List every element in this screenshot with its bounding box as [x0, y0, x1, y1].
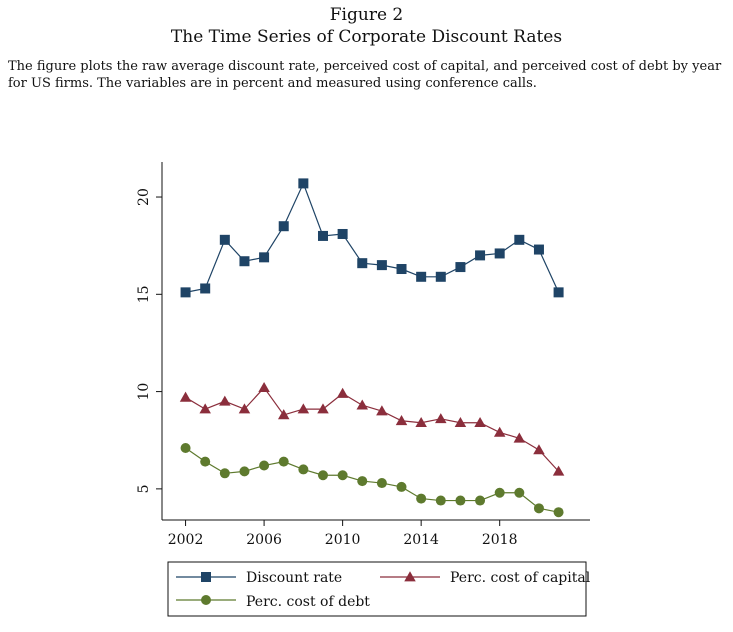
legend-entry: Perc. cost of debt [176, 594, 370, 610]
data-point [357, 476, 368, 487]
data-point [200, 456, 211, 467]
data-point [474, 416, 486, 428]
data-point [356, 399, 369, 410]
data-point [376, 405, 388, 416]
data-point [415, 416, 427, 428]
data-point [454, 416, 467, 428]
data-point [258, 381, 270, 393]
data-point [533, 444, 545, 455]
data-point [179, 391, 192, 402]
data-point [513, 432, 526, 443]
data-point [455, 495, 466, 506]
y-tick-label: 5 [136, 484, 152, 493]
x-tick-label: 2014 [403, 532, 439, 548]
data-point [376, 478, 387, 489]
legend-marker [201, 595, 211, 605]
data-point [553, 507, 564, 518]
series-circle [180, 443, 564, 518]
data-point [533, 244, 544, 255]
data-point [475, 250, 486, 261]
legend-label: Discount rate [246, 570, 342, 586]
data-point [238, 403, 251, 414]
data-point [395, 415, 408, 426]
data-point [298, 464, 309, 475]
data-point [493, 426, 506, 437]
data-point [239, 256, 250, 267]
y-tick-label: 20 [136, 188, 152, 206]
data-point [337, 228, 348, 239]
data-point [239, 466, 250, 477]
legend: Discount rate Perc. cost of capital Perc. … [167, 561, 591, 617]
data-point [514, 487, 525, 498]
figure-label: Figure 2 [329, 5, 404, 25]
x-tick-label: 2002 [168, 532, 204, 548]
series-triangle [179, 381, 565, 476]
series-line [185, 447, 559, 513]
data-point [259, 252, 270, 263]
legend-box [167, 561, 587, 617]
data-point [396, 264, 407, 275]
data-point [297, 403, 310, 414]
series-line [185, 386, 560, 472]
figure-title: The Time Series of Corporate Discount Ra… [170, 27, 563, 47]
data-point [475, 495, 486, 506]
data-point [435, 495, 446, 506]
data-point [435, 413, 447, 424]
data-point [317, 470, 328, 481]
data-point [494, 248, 505, 259]
plot-area: 5 10 15 20 2002 2006 2010 2014 2018 [136, 162, 590, 548]
legend-label: Perc. cost of capital [450, 570, 591, 586]
data-point [317, 230, 328, 241]
data-point [219, 234, 230, 245]
figure-caption: The figure plots the raw average discoun… [8, 59, 722, 91]
x-tick-label: 2018 [482, 532, 518, 548]
data-point [278, 221, 289, 232]
data-point [317, 403, 329, 414]
legend-entry: Perc. cost of capital [380, 570, 591, 586]
data-point [219, 395, 231, 406]
legend-marker [404, 571, 416, 582]
data-point [298, 178, 309, 189]
data-point [553, 287, 564, 298]
data-point [200, 283, 211, 294]
data-point [277, 409, 290, 420]
series-square [180, 178, 564, 298]
x-tick-label: 2006 [246, 532, 282, 548]
data-point [552, 465, 565, 476]
y-tick-label: 10 [136, 383, 152, 401]
data-point [180, 287, 191, 298]
data-point [336, 387, 349, 398]
data-point [435, 271, 446, 282]
data-point [416, 493, 427, 504]
data-point [357, 258, 368, 269]
data-point [494, 487, 505, 498]
data-point [514, 234, 525, 245]
series-line [185, 181, 560, 293]
data-point [533, 503, 544, 514]
data-point [337, 470, 348, 481]
data-point [376, 260, 387, 271]
y-tick-label: 15 [136, 285, 152, 303]
legend-entry: Discount rate [176, 570, 342, 586]
data-point [219, 468, 230, 479]
data-point [278, 456, 289, 467]
data-point [396, 481, 407, 492]
legend-label: Perc. cost of debt [246, 594, 370, 610]
data-point [199, 403, 211, 414]
data-point [455, 262, 466, 273]
legend-marker [201, 572, 211, 582]
x-tick-label: 2010 [325, 532, 361, 548]
data-point [180, 443, 191, 454]
data-point [259, 460, 270, 471]
data-point [416, 271, 427, 282]
